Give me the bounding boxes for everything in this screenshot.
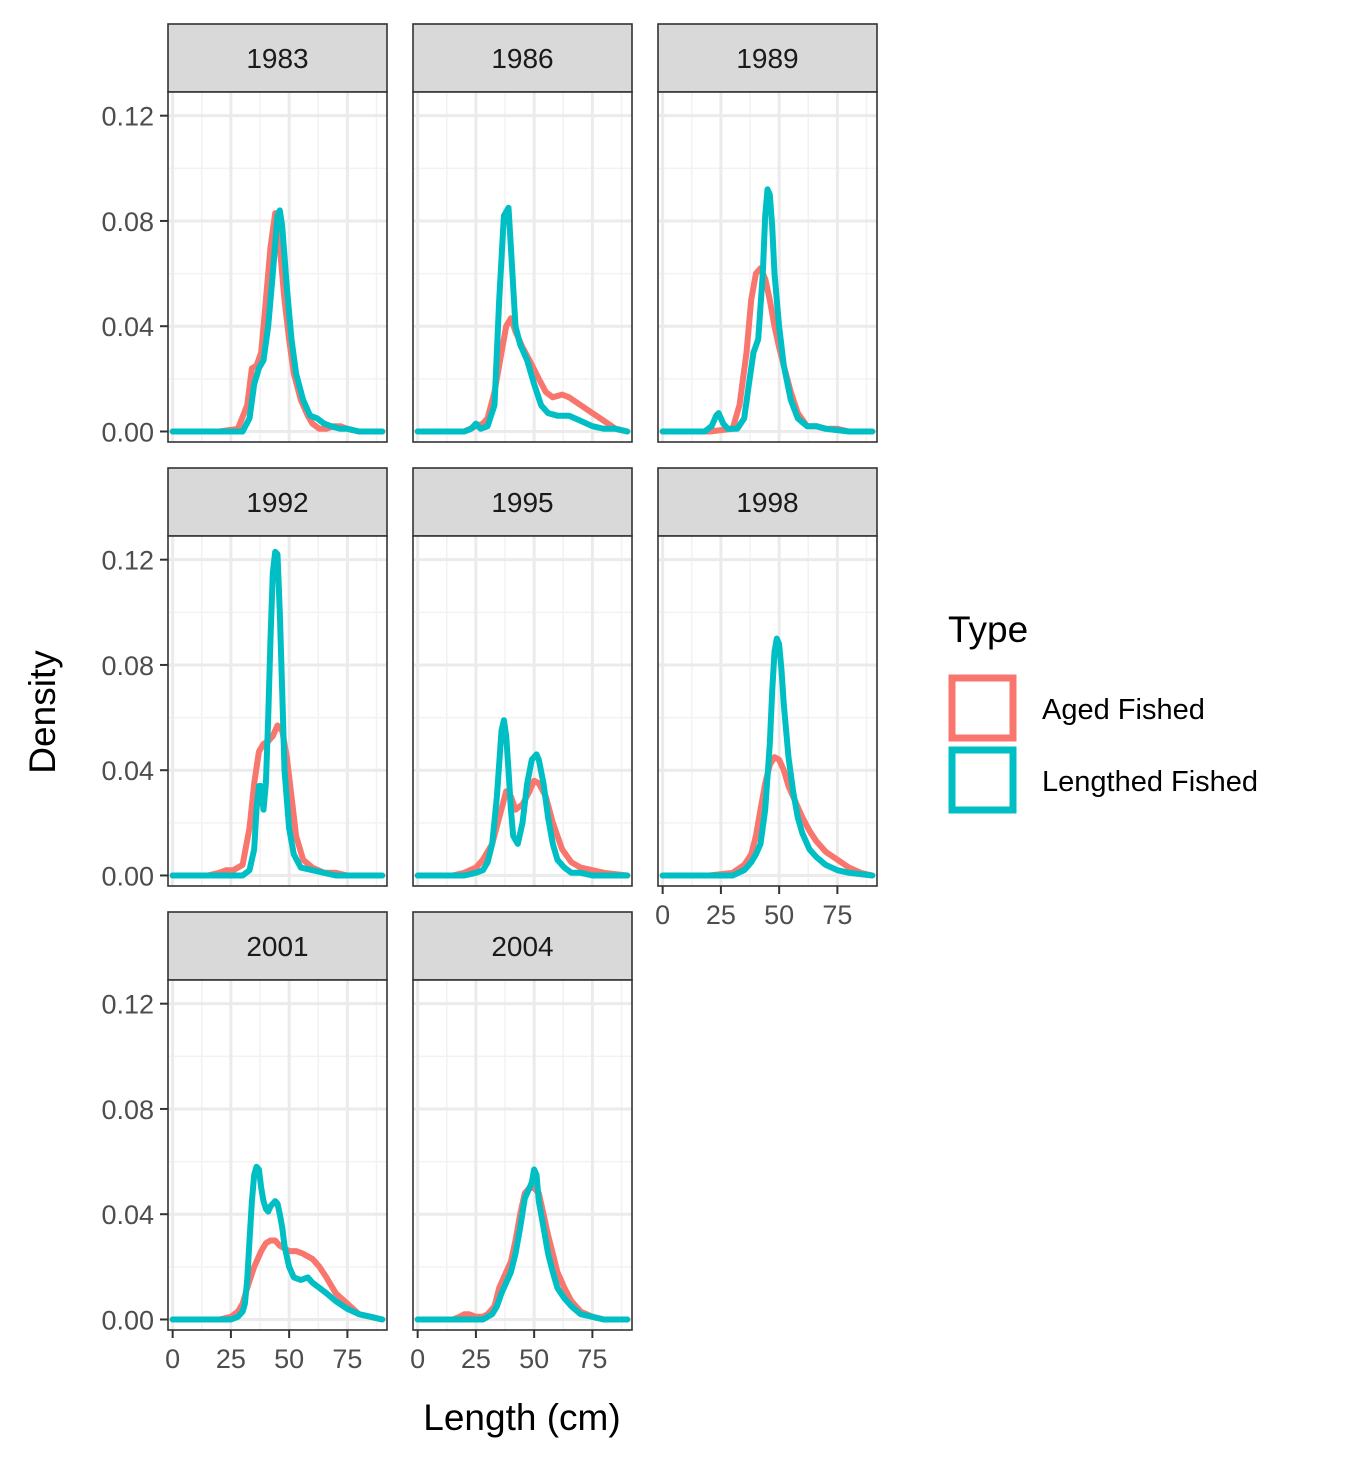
- series-line-aged-fished: [659, 754, 876, 879]
- strip-label-2004: 2004: [491, 931, 553, 962]
- series-line-lengthed-fished: [659, 635, 876, 879]
- panel-1998: 1998 0 25 50 75: [655, 467, 878, 930]
- x-tick-label: 50: [274, 1344, 304, 1374]
- panel-border: [167, 535, 388, 887]
- x-tick-label: 25: [706, 900, 736, 930]
- legend-key-aged-fished: [948, 674, 1017, 742]
- strip-label-2001: 2001: [246, 931, 308, 962]
- panel-2004: 2004 0 25 50 75: [410, 911, 633, 1374]
- panel-border: [657, 91, 878, 443]
- legend-label-lengthed-fished: Lengthed Fished: [1042, 766, 1258, 798]
- panel-1983: 1983 0.00 0.04 0.08 0.12: [101, 23, 388, 447]
- panel-background: [658, 92, 877, 442]
- strip-2004: [412, 911, 633, 981]
- x-axis-title: Length (cm): [423, 1397, 620, 1438]
- x-tick-label: 25: [461, 1344, 491, 1374]
- y-tick-label: 0.00: [101, 1305, 154, 1335]
- x-tick-label: 25: [216, 1344, 246, 1374]
- panel-border: [657, 535, 878, 887]
- series-line-lengthed-fished: [414, 717, 631, 879]
- y-tick-label: 0.00: [101, 861, 154, 891]
- y-tick-label: 0.04: [101, 1200, 154, 1230]
- y-tick-label: 0.08: [101, 207, 154, 237]
- panel-border: [412, 91, 633, 443]
- panel-border: [167, 979, 388, 1331]
- panel-background: [413, 92, 632, 442]
- x-tick-label: 75: [577, 1344, 607, 1374]
- legend: Type Aged Fished Lengthed Fished: [948, 609, 1258, 814]
- strip-1995: [412, 467, 633, 537]
- strip-label-1992: 1992: [246, 487, 308, 518]
- panel-border: [167, 91, 388, 443]
- series-line-lengthed-fished: [414, 204, 631, 435]
- panel-1989: 1989: [657, 23, 878, 443]
- y-tick-label: 0.08: [101, 651, 154, 681]
- panel-background: [168, 980, 387, 1330]
- legend-label-aged-fished: Aged Fished: [1042, 694, 1205, 726]
- series-line-lengthed-fished: [169, 1163, 386, 1323]
- x-tick-label: 50: [764, 900, 794, 930]
- panel-border: [412, 535, 633, 887]
- x-tick-label: 50: [519, 1344, 549, 1374]
- series-line-lengthed-fished: [169, 207, 386, 435]
- x-tick-label: 75: [822, 900, 852, 930]
- strip-label-1986: 1986: [491, 43, 553, 74]
- legend-key-lengthed-fished: [948, 746, 1017, 814]
- legend-item-aged-fished: Aged Fished: [948, 674, 1205, 742]
- panel-background: [168, 92, 387, 442]
- strip-1989: [657, 23, 878, 93]
- legend-title: Type: [948, 609, 1028, 650]
- y-tick-label: 0.12: [101, 102, 154, 132]
- y-axis-title: Density: [22, 650, 63, 774]
- y-tick-label: 0.04: [101, 756, 154, 786]
- panel-1992: 1992 0.00 0.04 0.08 0.12: [101, 467, 388, 891]
- x-tick-label: 0: [165, 1344, 180, 1374]
- y-tick-label: 0.12: [101, 990, 154, 1020]
- panels-layer: 1983 0.00 0.04 0.08 0.12 1986 1989 1992 0.00 0.04…: [101, 23, 878, 1374]
- series-line-lengthed-fished: [414, 1166, 631, 1323]
- y-tick-label: 0.08: [101, 1095, 154, 1125]
- y-tick-label: 0.12: [101, 546, 154, 576]
- strip-label-1998: 1998: [736, 487, 798, 518]
- panel-background: [658, 536, 877, 886]
- legend-item-lengthed-fished: Lengthed Fished: [948, 746, 1258, 814]
- panel-2001: 2001 0.00 0.04 0.08 0.12 0 25 50 75: [101, 911, 388, 1374]
- panel-1986: 1986: [412, 23, 633, 443]
- panel-background: [413, 980, 632, 1330]
- panel-border: [412, 979, 633, 1331]
- x-tick-label: 75: [332, 1344, 362, 1374]
- y-tick-label: 0.00: [101, 417, 154, 447]
- x-tick-label: 0: [410, 1344, 425, 1374]
- strip-1992: [167, 467, 388, 537]
- strip-label-1983: 1983: [246, 43, 308, 74]
- strip-label-1989: 1989: [736, 43, 798, 74]
- panel-1995: 1995: [412, 467, 633, 887]
- strip-1983: [167, 23, 388, 93]
- x-tick-label: 0: [655, 900, 670, 930]
- y-tick-label: 0.04: [101, 312, 154, 342]
- strip-label-1995: 1995: [491, 487, 553, 518]
- strip-1986: [412, 23, 633, 93]
- series-line-lengthed-fished: [659, 186, 876, 435]
- series-line-lengthed-fished: [169, 548, 386, 879]
